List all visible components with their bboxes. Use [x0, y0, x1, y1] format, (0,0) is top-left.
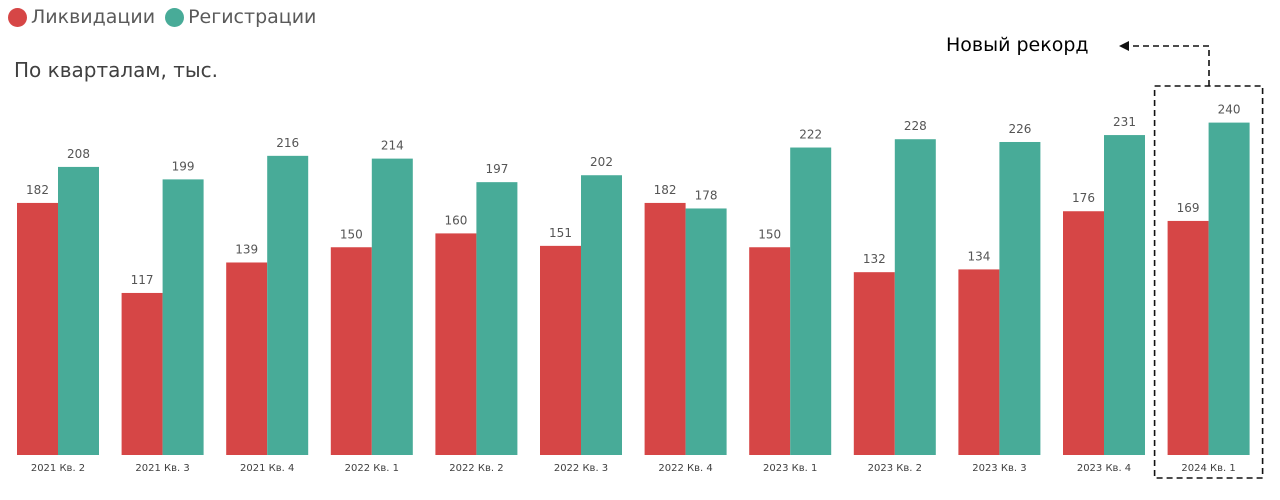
x-tick-label-6: 2022 Кв. 4: [658, 463, 712, 474]
data-label-liquidations-8: 132: [863, 252, 886, 266]
data-label-registrations-0: 208: [67, 147, 90, 161]
chart-legend: Ликвидации Регистрации: [8, 6, 326, 28]
bar-liquidations-4[interactable]: [435, 233, 477, 455]
data-label-liquidations-4: 160: [444, 213, 467, 227]
data-label-registrations-2: 216: [276, 136, 299, 150]
data-label-liquidations-3: 150: [340, 227, 363, 241]
x-tick-label-0: 2021 Кв. 2: [31, 463, 85, 474]
data-label-registrations-6: 178: [695, 188, 718, 202]
bar-registrations-2[interactable]: [267, 155, 309, 455]
x-tick-label-2: 2021 Кв. 4: [240, 463, 294, 474]
bar-registrations-8[interactable]: [894, 139, 936, 455]
data-label-liquidations-10: 176: [1072, 191, 1095, 205]
bar-registrations-4[interactable]: [476, 182, 518, 455]
bar-registrations-10[interactable]: [1104, 135, 1145, 455]
data-label-registrations-10: 231: [1113, 115, 1136, 129]
data-label-registrations-1: 199: [172, 159, 195, 173]
bar-liquidations-6[interactable]: [644, 202, 686, 455]
bar-liquidations-8[interactable]: [853, 272, 895, 455]
data-label-registrations-9: 226: [1008, 122, 1031, 136]
legend-dot-liquidations: [8, 7, 27, 27]
legend-item-liquidations[interactable]: Ликвидации: [8, 6, 155, 28]
x-tick-label-10: 2023 Кв. 4: [1077, 463, 1131, 474]
bar-registrations-1[interactable]: [162, 179, 204, 455]
record-annotation: Новый рекорд: [946, 34, 1089, 56]
bar-registrations-0[interactable]: [58, 166, 99, 456]
x-tick-label-7: 2023 Кв. 1: [763, 463, 817, 474]
bar-registrations-9[interactable]: [999, 141, 1041, 456]
arrow-left-icon: [1119, 41, 1129, 51]
bar-liquidations-5[interactable]: [540, 245, 581, 455]
data-label-registrations-5: 202: [590, 155, 613, 169]
data-label-liquidations-11: 169: [1177, 201, 1200, 215]
data-label-registrations-8: 228: [904, 119, 927, 133]
bar-liquidations-9[interactable]: [958, 269, 1000, 455]
legend-label-registrations: Регистрации: [188, 6, 317, 28]
data-label-registrations-4: 197: [485, 162, 508, 176]
x-tick-label-3: 2022 Кв. 1: [345, 463, 399, 474]
data-label-liquidations-7: 150: [758, 227, 781, 241]
bar-liquidations-11[interactable]: [1167, 220, 1209, 455]
legend-label-liquidations: Ликвидации: [31, 6, 156, 28]
x-tick-label-1: 2021 Кв. 3: [135, 463, 189, 474]
data-label-liquidations-5: 151: [549, 226, 572, 240]
x-tick-label-11: 2024 Кв. 1: [1181, 463, 1235, 474]
data-label-registrations-3: 214: [381, 139, 404, 153]
bar-registrations-3[interactable]: [371, 158, 413, 456]
data-label-liquidations-0: 182: [26, 183, 49, 197]
bar-registrations-7[interactable]: [790, 147, 832, 455]
bar-registrations-6[interactable]: [685, 208, 727, 455]
data-label-liquidations-1: 117: [131, 273, 154, 287]
x-tick-label-5: 2022 Кв. 3: [554, 463, 608, 474]
bar-liquidations-2[interactable]: [226, 262, 268, 455]
data-label-registrations-7: 222: [799, 128, 822, 142]
data-label-registrations-11: 240: [1218, 103, 1241, 117]
data-label-liquidations-2: 139: [235, 242, 258, 256]
data-label-liquidations-9: 134: [967, 249, 990, 263]
bar-liquidations-1[interactable]: [121, 292, 163, 455]
legend-dot-registrations: [165, 7, 185, 27]
bar-liquidations-7[interactable]: [749, 247, 791, 455]
bar-registrations-5[interactable]: [581, 175, 622, 456]
annotation-connector: [1128, 45, 1210, 86]
data-label-liquidations-6: 182: [654, 183, 677, 197]
bar-liquidations-10[interactable]: [1063, 211, 1104, 455]
x-tick-label-9: 2023 Кв. 3: [972, 463, 1026, 474]
bar-liquidations-3[interactable]: [330, 247, 372, 455]
bar-liquidations-0[interactable]: [17, 202, 58, 455]
chart-subtitle: По кварталам, тыс.: [14, 58, 218, 82]
bar-registrations-11[interactable]: [1208, 122, 1250, 455]
legend-item-registrations[interactable]: Регистрации: [165, 6, 316, 28]
x-tick-label-4: 2022 Кв. 2: [449, 463, 503, 474]
x-tick-label-8: 2023 Кв. 2: [868, 463, 922, 474]
